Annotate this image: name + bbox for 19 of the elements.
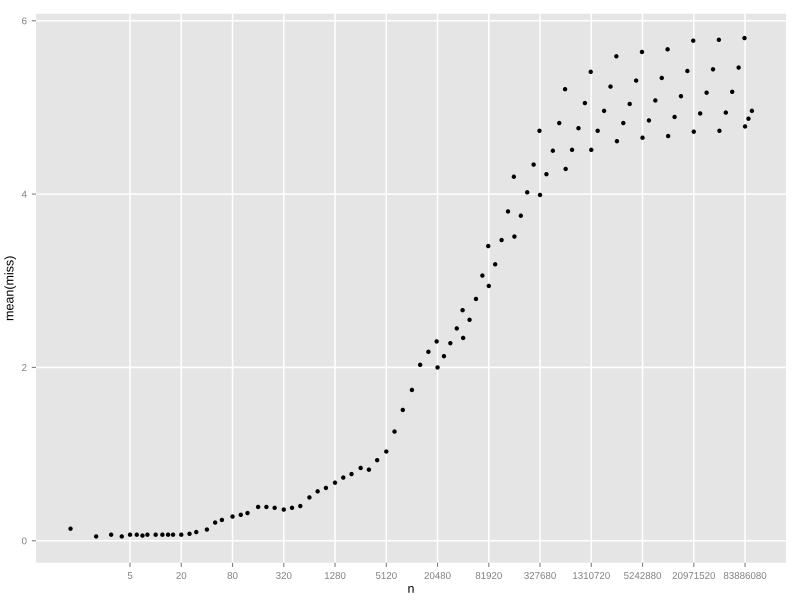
- x-tick-label: 327680: [524, 572, 556, 579]
- x-tick-label: 20480: [424, 572, 451, 579]
- x-tick-label: 320: [276, 572, 292, 579]
- x-tick-label: 20: [176, 572, 186, 579]
- y-axis-title: mean(miss): [4, 256, 16, 320]
- x-tick-label: 5: [128, 572, 132, 579]
- x-tick-label: 80: [228, 572, 238, 579]
- x-tick-label: 83886080: [724, 572, 766, 579]
- y-tick-label: 4: [22, 190, 27, 198]
- x-tick-label: 5242880: [624, 572, 662, 579]
- y-tick-label: 0: [22, 538, 27, 544]
- x-tick-label: 1280: [324, 572, 346, 579]
- x-tick-label: 81920: [476, 572, 502, 579]
- y-tick-label: 6: [22, 17, 27, 24]
- x-axis-title: n: [408, 586, 414, 593]
- x-tick-label: 20971520: [672, 572, 716, 579]
- x-tick-label: 1310720: [573, 572, 610, 579]
- y-tick-label: 2: [22, 364, 26, 371]
- x-tick-label: 5120: [376, 572, 397, 579]
